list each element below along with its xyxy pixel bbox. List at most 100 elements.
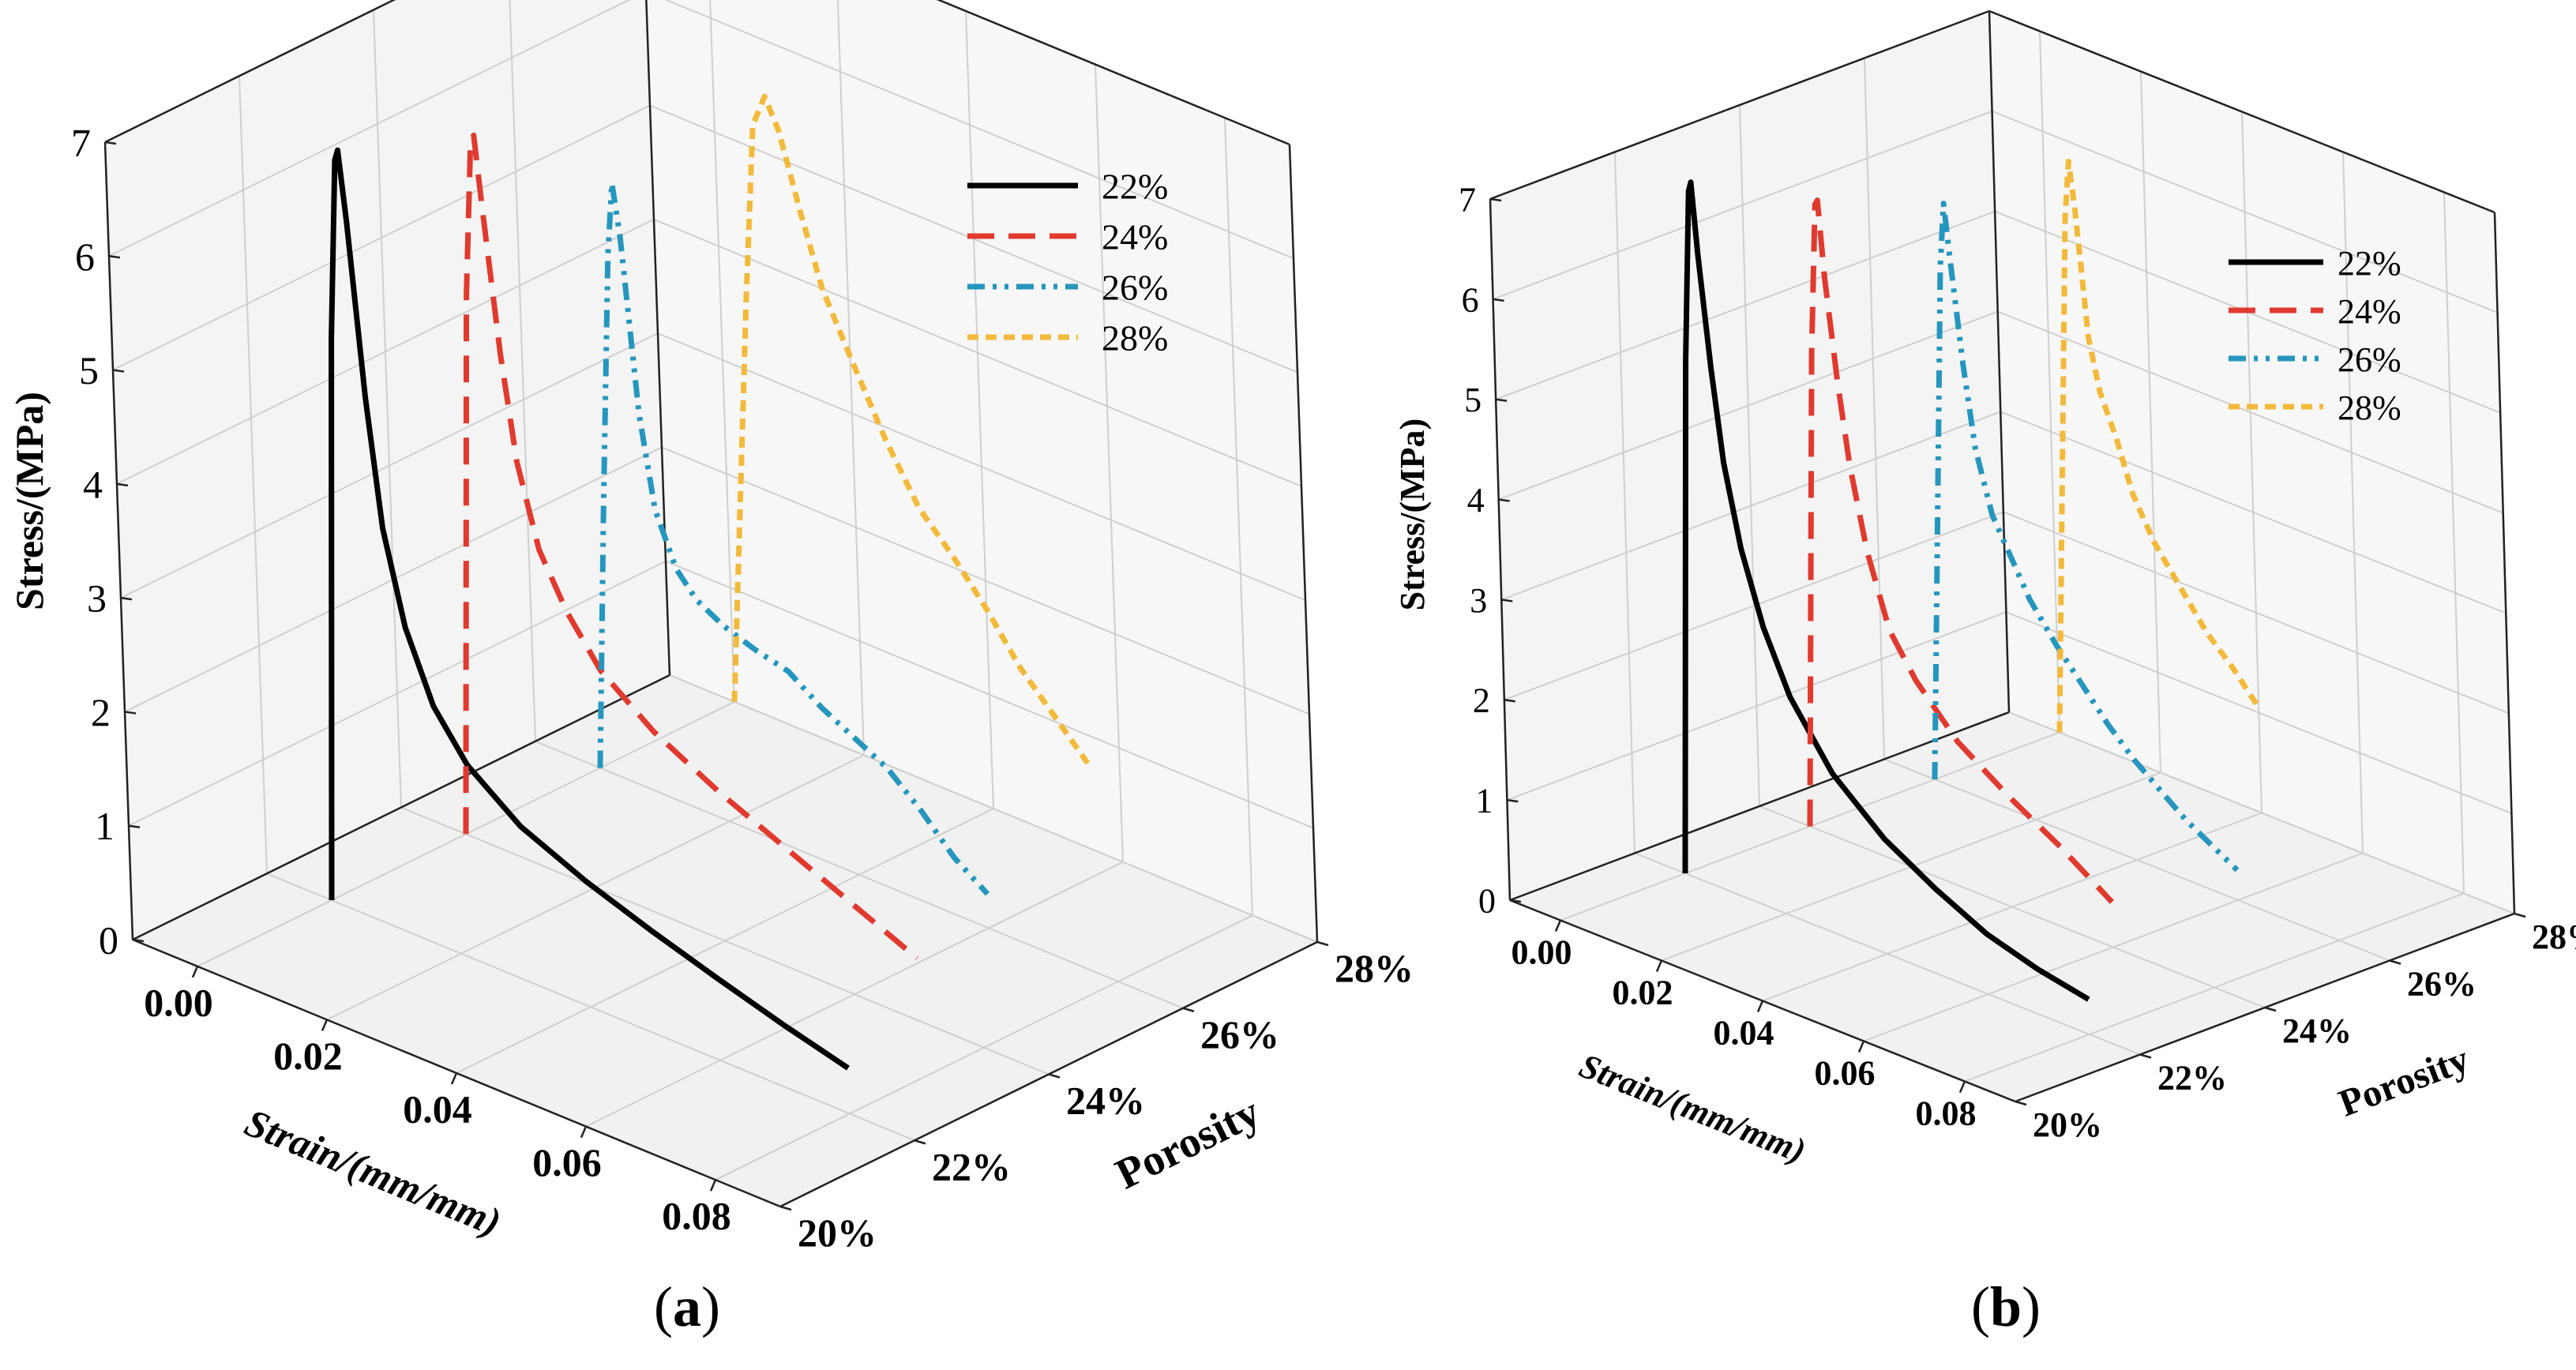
y-tick-label: 28% [2532,918,2576,956]
back-corner-edge [1988,10,2011,713]
caption-a: (a) [654,1275,720,1338]
z-tick-label: 5 [1464,381,1481,419]
left-gridline-y [509,0,536,741]
z-tick-mark [1501,599,1513,602]
x-tick-label: 0.00 [144,980,213,1024]
left-gridline-z [1498,310,1999,501]
series-line-26pct [1932,201,2240,873]
x-tick-label: 0.08 [662,1194,731,1238]
left-gridline-z [108,0,631,257]
z-tick-mark [120,596,133,601]
z-tick-label: 1 [95,804,115,848]
x-tick-label: 0.04 [403,1087,472,1132]
y-tick-label: 20% [798,1210,877,1255]
left-gridline-z [112,104,651,371]
y-tick-label: 26% [2407,965,2476,1004]
back-gridline-x [2140,71,2161,773]
back-gridline-z [664,0,1294,260]
z-tick-mark [104,141,117,145]
y-tick-mark [2389,959,2401,965]
floor-gridline-y [535,740,1184,1009]
legend-label: 28% [2338,388,2401,427]
y-tick-label: 28% [1335,946,1414,990]
series-line-24pct [463,132,919,961]
legend-label: 24% [1102,217,1168,257]
chart-panel-a: 0 1 2 3 4 5 6 7 0.00 0.02 0.04 0.06 0.08 20% 22% 24% 26%… [7,0,1414,1255]
back-gridline-z [1997,310,2504,514]
legend-label: 26% [1102,268,1168,308]
z-axis-title: Stress/(MPa) [1393,419,1432,611]
y-tick-label: 20% [2033,1105,2102,1144]
z-tick-label: 4 [83,462,103,506]
caption-b: (b) [1970,1275,2041,1338]
left-wall-top-edge [1489,9,1990,201]
back-gridline-z [657,332,1306,602]
y-tick-label: 26% [1200,1012,1279,1057]
left-gridline-y [238,76,268,874]
z-tick-mark [1493,298,1504,302]
left-gridline-z [120,332,659,599]
z-axis-line [1489,198,1511,901]
left-gridline-z [128,560,667,827]
z-tick-label: 0 [99,918,118,963]
back-wall-right-edge [1288,144,1319,943]
z-tick-mark [1498,498,1510,502]
y-tick-label: 24% [2282,1012,2352,1050]
back-gridline-x [1224,118,1253,916]
legend-label: 28% [1102,318,1168,358]
back-gridline-z [669,674,1318,943]
z-tick-mark [1509,899,1522,903]
z-tick-label: 7 [71,121,91,165]
floor-gridline-y [1883,758,2390,962]
back-wall-top-edge [936,0,1290,146]
left-gridline-z [1507,611,2007,801]
y-tick-label: 24% [1066,1079,1145,1123]
series-line-24pct [1807,197,2114,904]
left-gridline-y [1614,152,1635,854]
y-tick-label: 22% [932,1144,1011,1188]
z-tick-label: 2 [1473,681,1490,720]
series-line-28pct [731,93,1091,765]
back-gridline-x [2342,152,2364,854]
back-gridline-x [965,10,994,809]
caption-a-letter: a [673,1275,701,1338]
z-tick-label: 0 [1478,881,1496,920]
legend-label: 24% [2338,292,2401,331]
x-tick-mark [1958,1081,1966,1093]
z-tick-label: 1 [1475,782,1493,820]
x-tick-label: 0.02 [1613,974,1673,1012]
floor-gridline-y [1634,852,2141,1056]
z-axis-line [103,141,134,940]
x-tick-mark [709,1179,717,1192]
left-gridline-z [1493,110,1992,300]
left-wall-top-edge [104,0,396,144]
y-tick-mark [1316,940,1329,947]
series-line-28pct [2056,159,2262,733]
back-gridline-x [2443,192,2465,894]
chart-panel-b: 0 1 2 3 4 5 6 7 0.00 0.02 0.04 0.06 0.08 20% 22% 24% 26%… [1393,9,2576,1170]
x-tick-mark [1857,1041,1865,1053]
left-gridline-z [1500,411,2001,601]
x-tick-label: 0.06 [532,1140,602,1184]
y-axis-title: Porosity [2334,1038,2475,1125]
series-line-26pct [597,180,990,896]
legend-label: 26% [2338,340,2401,379]
x-tick-mark [1756,1000,1764,1012]
x-tick-label: 0.04 [1714,1014,1774,1053]
z-tick-mark [132,938,145,943]
x-tick-label: 0.06 [1815,1054,1876,1093]
back-gridline-x [709,0,735,702]
left-gridline-z [1504,511,2004,701]
z-tick-mark [1489,197,1502,202]
z-tick-label: 6 [75,235,95,279]
floor-gridline-y [266,873,915,1142]
back-gridline-z [653,218,1302,487]
y-tick-mark [914,1139,926,1145]
back-wall-top-edge [1988,9,2495,214]
z-tick-mark [112,369,125,373]
y-tick-mark [2514,912,2526,918]
floor-back-edge [132,674,670,941]
z-tick-mark [116,482,129,487]
y-tick-mark [2139,1053,2152,1059]
